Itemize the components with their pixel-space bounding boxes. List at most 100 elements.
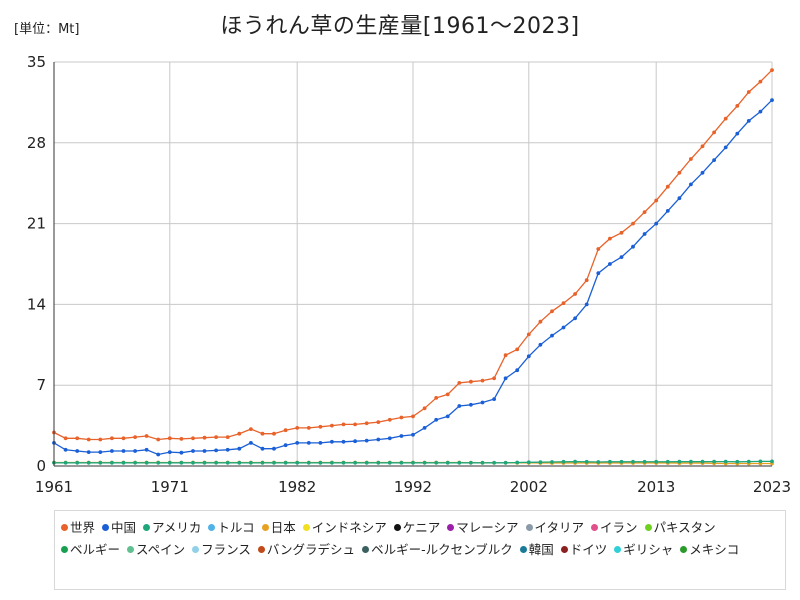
legend-marker — [143, 524, 151, 531]
series-0-point — [584, 278, 589, 283]
legend-item[interactable]: フランス — [192, 539, 251, 561]
series-points — [52, 68, 774, 466]
grid — [53, 61, 773, 467]
x-tick-label: 1982 — [278, 478, 316, 496]
legend-item[interactable]: 日本 — [261, 517, 296, 539]
series-2-point — [63, 460, 68, 465]
series-2-point — [422, 460, 427, 465]
series-2-point — [480, 460, 485, 465]
series-0-point — [341, 422, 346, 427]
series-2-point — [133, 460, 138, 465]
series-1-point — [723, 145, 728, 150]
series-0-point — [434, 396, 439, 400]
legend-item[interactable]: 韓国 — [519, 539, 554, 561]
series-0-point — [237, 431, 242, 436]
series-1-point — [677, 196, 682, 201]
legend-item[interactable]: 世界 — [61, 517, 95, 539]
legend-item[interactable]: イラン — [591, 517, 638, 539]
series-0-point — [133, 435, 138, 439]
series-1-point — [700, 170, 705, 175]
series-0-point — [98, 437, 103, 442]
legend-item[interactable]: アメリカ — [143, 517, 201, 539]
series-2-point — [469, 460, 473, 465]
series-1-point — [318, 441, 323, 445]
legend-marker — [208, 524, 216, 531]
series-1-point — [480, 400, 485, 405]
series-2-point — [677, 459, 682, 464]
series-2-point — [700, 459, 705, 464]
legend-item[interactable]: ギリシャ — [614, 539, 673, 561]
legend-item[interactable]: パキスタン — [644, 517, 716, 539]
chart-title: ほうれん草の生産量[1961～2023] — [220, 14, 580, 39]
series-1-point — [341, 439, 346, 444]
legend-marker — [61, 546, 68, 553]
series-2-point — [746, 459, 751, 464]
series-1-point — [503, 376, 508, 381]
series-2-point — [584, 459, 589, 464]
series-2-point — [191, 460, 195, 465]
legend-item[interactable]: スペイン — [127, 539, 185, 561]
series-2-point — [573, 459, 577, 464]
series-0-point — [225, 435, 230, 439]
legend-marker — [644, 524, 652, 531]
legend-item[interactable]: バングラデシュ — [257, 539, 356, 561]
legend-marker — [614, 546, 622, 553]
series-1-point — [445, 414, 450, 419]
series-1-point — [399, 434, 404, 438]
legend-item[interactable]: メキシコ — [680, 539, 739, 561]
series-2-point — [387, 460, 392, 465]
legend-item[interactable]: ベルギー-ルクセンブルク — [362, 539, 513, 561]
series-1-point — [133, 449, 138, 453]
series-0-point — [642, 210, 647, 215]
series-1-point — [144, 447, 149, 452]
series-2-point — [75, 460, 80, 465]
series-0-point — [202, 435, 207, 440]
series-2-point — [283, 460, 288, 465]
legend-label: 日本 — [270, 520, 296, 535]
series-0-point — [75, 436, 80, 441]
series-0-point — [63, 436, 68, 441]
legend-item[interactable]: マレーシア — [447, 517, 519, 539]
series-2-point — [341, 460, 346, 465]
series-0-point — [411, 414, 415, 419]
series-1-point — [526, 354, 531, 359]
series-1-point — [689, 182, 693, 187]
series-2-point — [596, 460, 601, 464]
series-0-point — [260, 431, 265, 436]
series-0-point — [376, 420, 381, 424]
legend-label: バングラデシュ — [266, 542, 356, 557]
legend-item[interactable]: トルコ — [208, 517, 255, 539]
series-0-point — [561, 301, 566, 306]
x-axis-ticks: 1961 1971 1982 1992 2002 2013 2023 — [35, 478, 791, 496]
y-axis-ticks: 0 7 14 21 28 35 — [27, 53, 46, 475]
series-0-point — [121, 436, 126, 441]
series-2-point — [295, 460, 300, 465]
legend-item[interactable]: ケニア — [393, 517, 440, 539]
series-0-point — [330, 423, 334, 428]
series-1-point — [619, 255, 624, 259]
legend-item[interactable]: ベルギー — [61, 539, 120, 561]
y-tick-label: 28 — [27, 134, 46, 152]
legend-item[interactable]: イタリア — [525, 517, 584, 539]
series-1-point — [225, 447, 230, 452]
legend-label: 世界 — [70, 520, 96, 535]
series-2-point — [330, 460, 334, 465]
series-2-point — [272, 460, 276, 465]
series-0-point — [457, 381, 462, 385]
series-2-point — [538, 460, 543, 465]
series-1-point — [596, 271, 601, 276]
y-tick-label: 21 — [27, 215, 46, 233]
series-2-point — [86, 460, 91, 465]
series-2-point — [399, 460, 404, 465]
legend-item[interactable]: インドネシア — [302, 517, 387, 539]
series-1-point — [295, 441, 300, 445]
series-2-point — [202, 460, 207, 465]
series-0-point — [677, 170, 682, 175]
series-1-point — [214, 448, 219, 453]
legend-item[interactable]: 中国 — [102, 517, 136, 539]
legend-item[interactable]: ドイツ — [560, 539, 607, 561]
series-1-point — [712, 158, 716, 163]
legend-label: 韓国 — [528, 542, 554, 557]
legend-label: フランス — [201, 542, 251, 557]
series-1-point — [237, 446, 242, 451]
